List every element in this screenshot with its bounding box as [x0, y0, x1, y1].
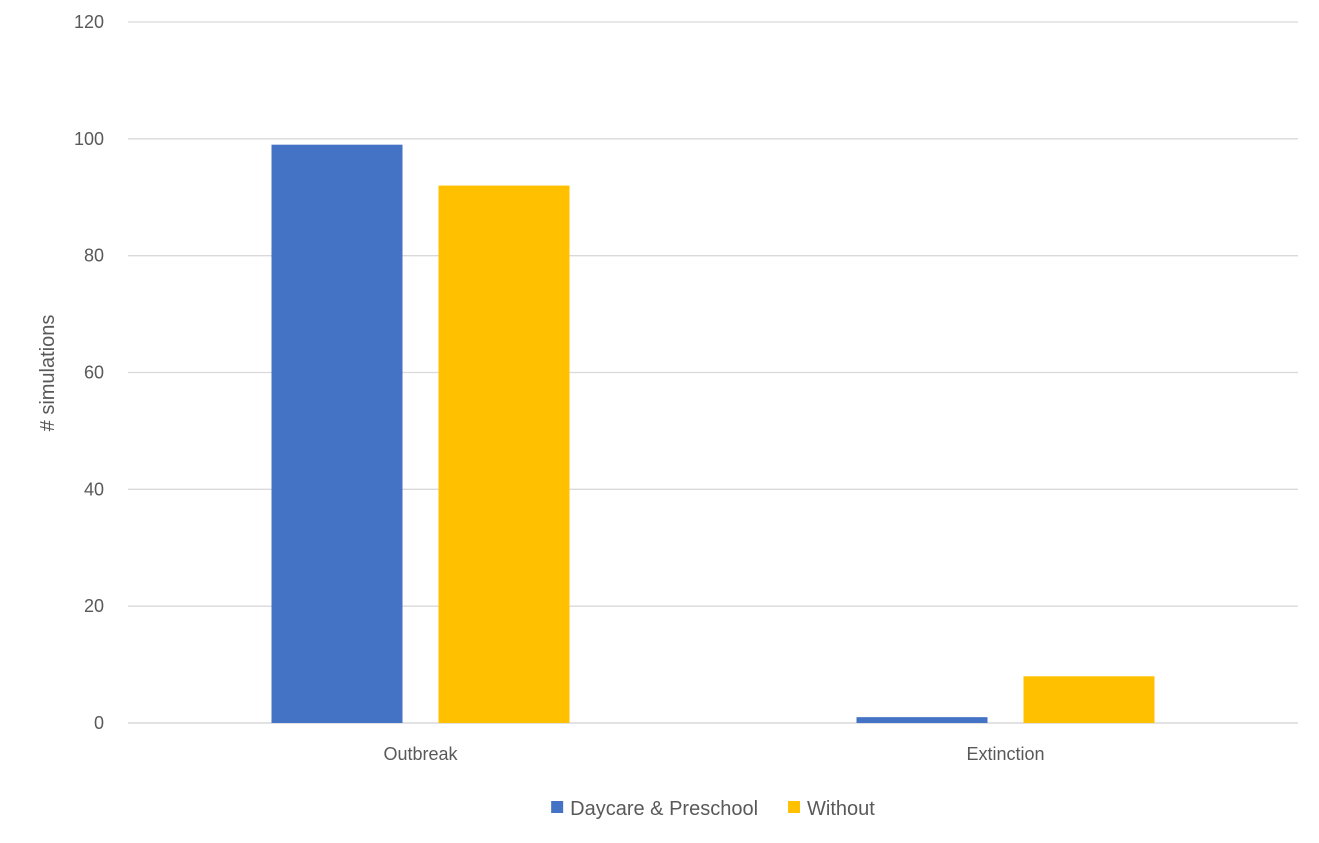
- y-tick-label: 20: [84, 596, 104, 616]
- bar-extinction-without: [1023, 676, 1155, 723]
- y-axis-tick-labels: 0 20 40 60 80 100 120: [74, 12, 104, 733]
- legend-item-daycare-preschool: Daycare & Preschool: [551, 798, 758, 820]
- y-tick-label: 60: [84, 363, 104, 383]
- bar-outbreak-daycare-preschool: [271, 144, 403, 724]
- y-tick-label: 80: [84, 246, 104, 266]
- bar-extinction-daycare-preschool: [856, 717, 988, 723]
- legend-item-without: Without: [788, 798, 875, 820]
- y-tick-label: 40: [84, 479, 104, 499]
- y-axis-title: # simulations: [37, 315, 59, 432]
- x-tick-label: Outbreak: [383, 744, 458, 764]
- legend: Daycare & Preschool Without: [551, 798, 875, 820]
- y-tick-label: 0: [94, 713, 104, 733]
- bar-outbreak-without: [438, 185, 570, 724]
- x-tick-label: Extinction: [966, 744, 1044, 764]
- y-tick-label: 120: [74, 12, 104, 32]
- legend-label: Daycare & Preschool: [570, 798, 758, 820]
- y-tick-label: 100: [74, 129, 104, 149]
- legend-swatch: [788, 801, 801, 813]
- legend-label: Without: [807, 798, 875, 820]
- legend-swatch: [551, 801, 564, 813]
- x-axis-tick-labels: Outbreak Extinction: [383, 744, 1044, 764]
- bars: [271, 144, 1155, 724]
